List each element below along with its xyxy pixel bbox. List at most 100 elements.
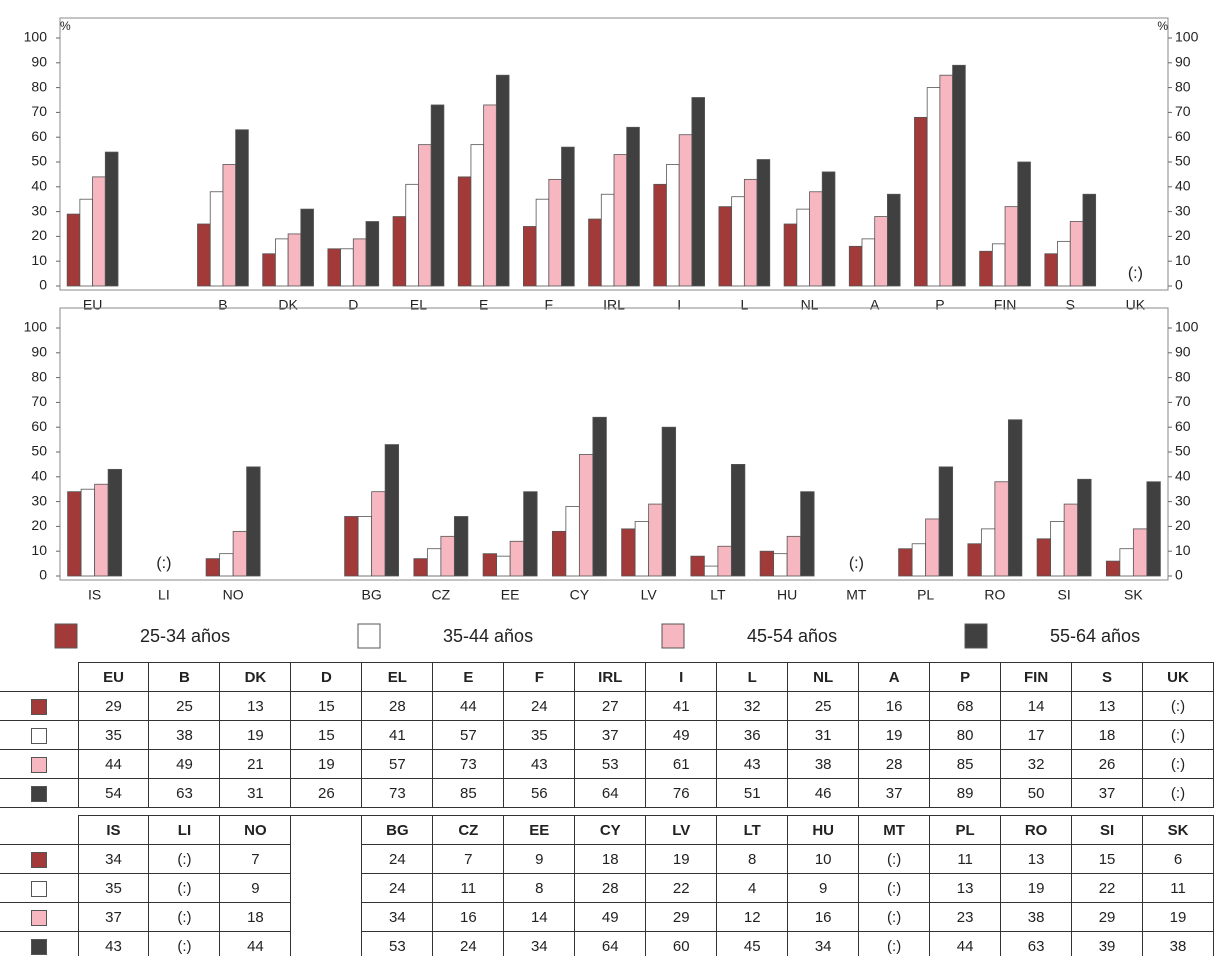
value-cell: 44 [929, 931, 1002, 956]
legend-label: 25-34 años [140, 626, 230, 646]
y2-tick-label: 70 [1175, 393, 1191, 409]
value-cell: 4 [716, 873, 789, 903]
bar [482, 553, 498, 577]
value-cell: 34 [361, 902, 434, 932]
legend-swatch [54, 623, 78, 649]
y-tick-label: 30 [31, 492, 47, 508]
x-tick-label: D [348, 297, 358, 313]
value-cell: 49 [148, 749, 221, 779]
value-cell: 34 [503, 931, 576, 956]
missing-label: (:) [156, 555, 171, 572]
value-cell: 32 [1000, 749, 1073, 779]
y-tick-label: 100 [24, 319, 48, 335]
x-tick-label: SK [1124, 587, 1143, 603]
y-tick-label: 70 [31, 103, 47, 119]
value-cell: 54 [77, 778, 150, 808]
x-tick-label: E [479, 297, 488, 313]
value-cell: 31 [219, 778, 292, 808]
bar [773, 553, 788, 577]
value-cell: 53 [361, 931, 434, 956]
bar [731, 196, 745, 287]
bar [222, 164, 237, 287]
value-cell: 57 [432, 720, 505, 750]
y2-tick-label: 90 [1175, 54, 1191, 70]
bar [874, 216, 888, 287]
y-tick-label: 20 [31, 517, 47, 533]
value-cell: 16 [432, 902, 505, 932]
x-tick-label: NO [223, 587, 244, 603]
swatch [30, 698, 47, 715]
value-cell: 36 [716, 720, 789, 750]
value-cell: 11 [1142, 873, 1214, 903]
bar [67, 491, 82, 577]
data-table: IS LI NO BG CZ EE CY LV LT HU MT PL RO SI SK 34 (:) 7 24 7 9… [0, 815, 1214, 956]
y-tick-label: 40 [31, 468, 47, 484]
x-tick-label: P [935, 297, 944, 313]
value-cell: 57 [361, 749, 434, 779]
value-cell: 25 [787, 691, 860, 721]
bar [418, 144, 432, 287]
bar [413, 558, 428, 577]
header-cell: E [432, 662, 505, 692]
y2-tick-label: 80 [1175, 78, 1191, 94]
x-tick-label: LT [710, 587, 726, 603]
value-cell: 49 [645, 720, 718, 750]
header-cell: F [503, 662, 576, 692]
swatch [30, 880, 47, 897]
row-swatch [0, 749, 79, 779]
value-cell: 10 [787, 844, 860, 874]
legend-label: 45-54 años [747, 626, 837, 646]
y2-tick-label: 100 [1175, 319, 1199, 335]
y-tick-label: 30 [31, 202, 47, 218]
x-tick-label: DK [278, 297, 298, 313]
bar [994, 481, 1009, 577]
swatch [30, 938, 47, 955]
value-cell: 89 [929, 778, 1002, 808]
bar [703, 565, 719, 577]
value-cell: 19 [645, 844, 718, 874]
bar [979, 250, 993, 287]
swatch [30, 727, 47, 744]
value-cell: 18 [574, 844, 647, 874]
value-cell: 29 [1071, 902, 1144, 932]
bar [371, 491, 386, 577]
bar [235, 129, 249, 287]
legend-label: 35-44 años [443, 626, 533, 646]
value-cell: 68 [929, 691, 1002, 721]
bar [219, 553, 234, 577]
bar [848, 245, 863, 287]
y2-tick-label: 60 [1175, 128, 1191, 144]
x-tick-label: MT [846, 587, 867, 603]
bar [783, 223, 798, 287]
x-tick-label: LV [641, 587, 658, 603]
x-tick-label: CZ [432, 587, 451, 603]
x-tick-label: EL [410, 297, 427, 313]
value-cell: 8 [503, 873, 576, 903]
bar [678, 134, 693, 287]
bar [600, 193, 615, 287]
bar [809, 191, 823, 287]
value-cell: 85 [432, 778, 505, 808]
value-cell: 38 [148, 720, 221, 750]
row-swatch [0, 844, 79, 874]
bar [925, 518, 940, 577]
value-cell: (:) [858, 873, 931, 903]
bar [561, 146, 575, 287]
header-cell: EE [503, 815, 576, 845]
value-cell: 19 [1142, 902, 1214, 932]
bar [405, 183, 419, 287]
value-cell: 21 [219, 749, 292, 779]
y-tick-label: 0 [39, 277, 47, 293]
bar [344, 516, 359, 577]
value-cell: 45 [716, 931, 789, 956]
charts: 0 0 10 10 20 20 30 30 40 40 50 50 60 60 70 70 80 80 90 90 10… [24, 17, 1199, 649]
value-cell [0, 662, 79, 692]
bar [926, 87, 941, 287]
bar [551, 530, 567, 577]
bar [453, 516, 469, 577]
value-cell [0, 815, 79, 845]
value-cell: 7 [432, 844, 505, 874]
value-cell: 53 [574, 749, 647, 779]
y-tick-label: 10 [31, 252, 47, 268]
value-cell: 56 [503, 778, 576, 808]
